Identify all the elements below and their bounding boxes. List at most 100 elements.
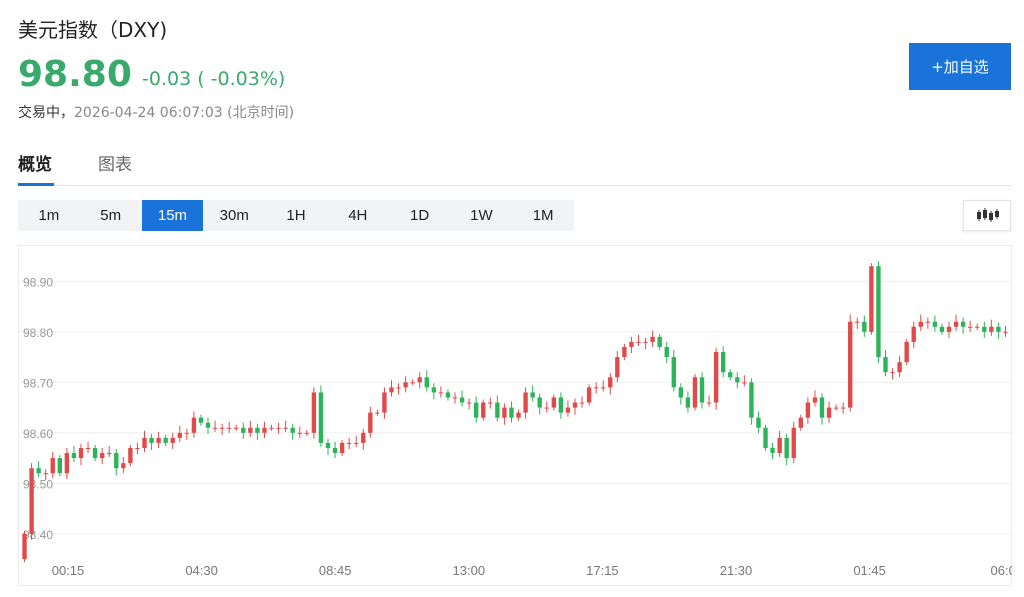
candle-body <box>262 427 267 433</box>
candle-body <box>685 397 691 408</box>
candle-body <box>636 341 641 343</box>
candle-body <box>622 346 627 358</box>
y-tick-label: 98.70 <box>23 376 53 390</box>
candle-body <box>579 402 585 404</box>
candle-body <box>989 326 994 332</box>
period-30m[interactable]: 30m <box>219 207 249 224</box>
candle-body <box>756 417 761 428</box>
candle-body <box>643 341 648 343</box>
candle-body <box>523 392 528 413</box>
candle-body <box>918 321 923 327</box>
candle-body <box>706 402 712 404</box>
candle-body <box>777 437 782 454</box>
period-1d[interactable]: 1D <box>409 207 430 224</box>
candle-body <box>311 392 317 433</box>
candle-body <box>925 321 931 323</box>
candle-body <box>177 432 182 438</box>
candle-body <box>488 402 493 404</box>
candle-body <box>36 468 41 474</box>
candle-body <box>481 402 486 418</box>
candle-body <box>586 387 592 403</box>
candle-body <box>375 412 380 414</box>
period-1m[interactable]: 1m <box>38 207 60 224</box>
candle-body <box>593 387 599 389</box>
candle-body <box>114 453 119 469</box>
candle-body <box>742 382 747 384</box>
candle-body <box>502 407 507 418</box>
candle-body <box>64 453 70 474</box>
candle-body <box>276 427 281 429</box>
period-5m[interactable]: 5m <box>100 207 122 224</box>
candle-body <box>290 427 295 433</box>
candle-body <box>565 407 571 413</box>
candle-body <box>608 377 613 388</box>
candle-body <box>826 407 832 418</box>
candle-body <box>57 458 63 474</box>
candle-body <box>304 432 310 434</box>
candle-body <box>855 321 860 323</box>
price-change: -0.03 ( -0.03%) <box>142 68 286 90</box>
candle-body <box>459 397 465 403</box>
tab-bar: 概览 图表 <box>18 150 1012 186</box>
candle-body <box>932 321 938 327</box>
candle-body <box>466 402 472 404</box>
period-4h[interactable]: 4H <box>348 207 368 224</box>
candle-body <box>819 397 825 418</box>
candle-body <box>544 407 549 409</box>
candle-body <box>184 432 190 434</box>
candle-body <box>424 377 429 388</box>
candle-body <box>664 346 669 358</box>
tab-overview[interactable]: 概览 <box>18 150 54 186</box>
period-1w[interactable]: 1W <box>470 207 493 224</box>
y-tick-label: 98.50 <box>23 477 53 491</box>
period-1mo[interactable]: 1M <box>532 207 554 224</box>
chart-type-button[interactable] <box>963 200 1011 231</box>
add-watchlist-button[interactable]: +加自选 <box>909 43 1011 90</box>
candle-body <box>1003 331 1008 333</box>
tab-chart[interactable]: 图表 <box>98 155 132 175</box>
candle-body <box>509 407 514 418</box>
candle-body <box>198 417 204 423</box>
candle-body <box>601 387 606 389</box>
chart-frame <box>18 245 1012 586</box>
period-15m[interactable]: 15m <box>141 200 204 231</box>
candle-body <box>946 326 952 332</box>
candle-body <box>784 437 789 459</box>
candle-body <box>812 397 818 403</box>
x-tick-label: 04:30 <box>185 563 218 578</box>
candle-body <box>883 357 888 373</box>
candle-body <box>615 357 620 378</box>
candle-body <box>530 392 535 398</box>
period-1h[interactable]: 1H <box>286 207 306 224</box>
candle-body <box>71 453 77 459</box>
candle-body <box>297 432 302 434</box>
candle-body <box>389 387 394 393</box>
page-title: 美元指数（DXY) <box>18 18 168 42</box>
candle-body <box>128 447 133 464</box>
candle-body <box>572 402 578 408</box>
candle-body <box>862 321 867 332</box>
candle-body <box>339 442 345 454</box>
candle-body <box>226 427 232 429</box>
price-chart[interactable]: 98.40 98.50 98.60 98.70 98.80 98.90 00:15 04:30… <box>18 245 1012 586</box>
candlestick-icon <box>977 208 999 222</box>
candle-body <box>431 387 437 393</box>
candle-body <box>135 447 140 449</box>
candle-body <box>805 402 811 418</box>
candle-body <box>149 437 154 443</box>
candle-body <box>967 326 973 328</box>
candle-body <box>191 417 197 433</box>
candle-body <box>346 442 352 444</box>
candle-body <box>269 427 274 429</box>
candle-body <box>840 407 846 409</box>
candle-body <box>107 453 112 455</box>
candle-body <box>29 468 34 534</box>
candle-body <box>473 402 479 418</box>
candle-body <box>234 427 239 429</box>
candle-body <box>248 427 253 433</box>
candle-body <box>142 437 147 448</box>
candle-body <box>798 417 804 428</box>
candle-body <box>749 382 754 418</box>
candle-body <box>99 453 105 459</box>
candle-body <box>403 382 408 388</box>
